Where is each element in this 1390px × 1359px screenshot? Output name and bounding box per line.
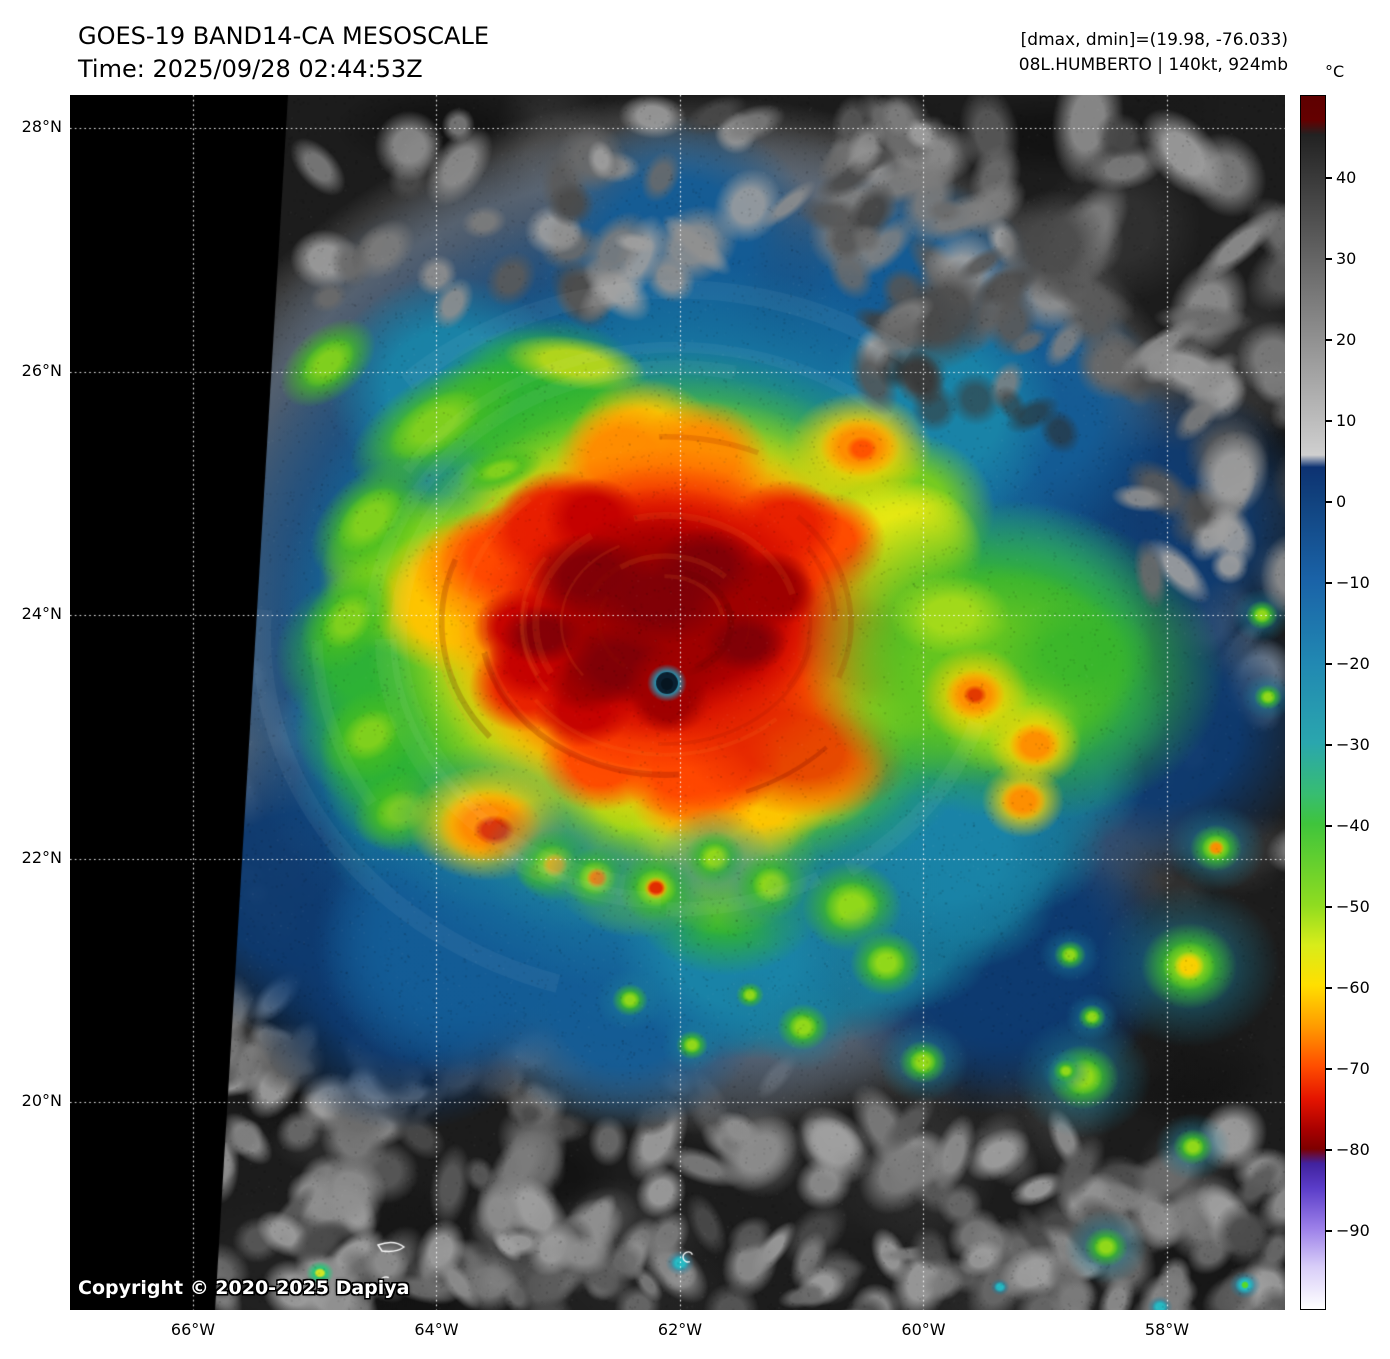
figure-title: GOES-19 BAND14-CA MESOSCALE [78, 22, 489, 50]
colorbar-tick-mark [1326, 987, 1332, 989]
lat-tick-label: 26°N [21, 360, 62, 380]
colorbar-tick-label: 30 [1336, 249, 1357, 268]
colorbar-tick-mark [1326, 906, 1332, 908]
lon-tick-label: 58°W [1144, 1320, 1190, 1339]
colorbar-unit-label: °C [1325, 62, 1345, 81]
figure-header-right: [dmax, dmin]=(19.98, -76.033) 08L.HUMBER… [1019, 28, 1288, 78]
colorbar-tick-label: −40 [1336, 816, 1370, 835]
satellite-image-canvas [70, 95, 1285, 1310]
colorbar-tick-mark [1326, 501, 1332, 503]
range-info-label: [dmax, dmin]=(19.98, -76.033) [1020, 30, 1288, 50]
colorbar-tick-label: −30 [1336, 735, 1370, 754]
lat-tick-label: 22°N [21, 847, 62, 867]
colorbar-tick-mark [1326, 420, 1332, 422]
figure-timestamp: Time: 2025/09/28 02:44:53Z [78, 55, 423, 83]
colorbar-tick-mark [1326, 744, 1332, 746]
colorbar-tick-label: 10 [1336, 411, 1357, 430]
colorbar-tick-label: 40 [1336, 168, 1357, 187]
colorbar-tick-label: −10 [1336, 573, 1370, 592]
colorbar-tick-mark [1326, 582, 1332, 584]
colorbar-tick-label: −70 [1336, 1059, 1370, 1078]
colorbar-tick-mark [1326, 663, 1332, 665]
colorbar-tick-mark [1326, 258, 1332, 260]
colorbar-tick-label: −60 [1336, 978, 1370, 997]
copyright-label: Copyright © 2020-2025 Dapiya [78, 1277, 410, 1299]
storm-info-label: 08L.HUMBERTO | 140kt, 924mb [1018, 55, 1288, 75]
colorbar-tick-mark [1326, 339, 1332, 341]
colorbar [1300, 95, 1326, 1310]
satellite-map: Copyright © 2020-2025 Dapiya [70, 95, 1285, 1310]
colorbar-tick-mark [1326, 825, 1332, 827]
colorbar-tick-mark [1326, 1230, 1332, 1232]
colorbar-tick-mark [1326, 1149, 1332, 1151]
colorbar-tick-mark [1326, 177, 1332, 179]
lat-tick-label: 24°N [21, 604, 62, 623]
colorbar-tick-label: −90 [1336, 1221, 1370, 1240]
lon-tick-label: 62°W [657, 1320, 703, 1339]
lon-tick-label: 66°W [170, 1320, 216, 1339]
colorbar-tick-mark [1326, 1068, 1332, 1070]
lat-tick-label: 28°N [21, 117, 62, 136]
colorbar-tick-label: −20 [1336, 654, 1370, 673]
lon-tick-label: 64°W [414, 1320, 459, 1339]
lon-tick-label: 60°W [901, 1320, 946, 1339]
colorbar-tick-label: 20 [1336, 330, 1357, 349]
colorbar-tick-label: −50 [1336, 897, 1370, 916]
colorbar-tick-label: −80 [1336, 1140, 1370, 1159]
colorbar-tick-label: 0 [1336, 492, 1347, 511]
lat-tick-label: 20°N [21, 1091, 62, 1110]
